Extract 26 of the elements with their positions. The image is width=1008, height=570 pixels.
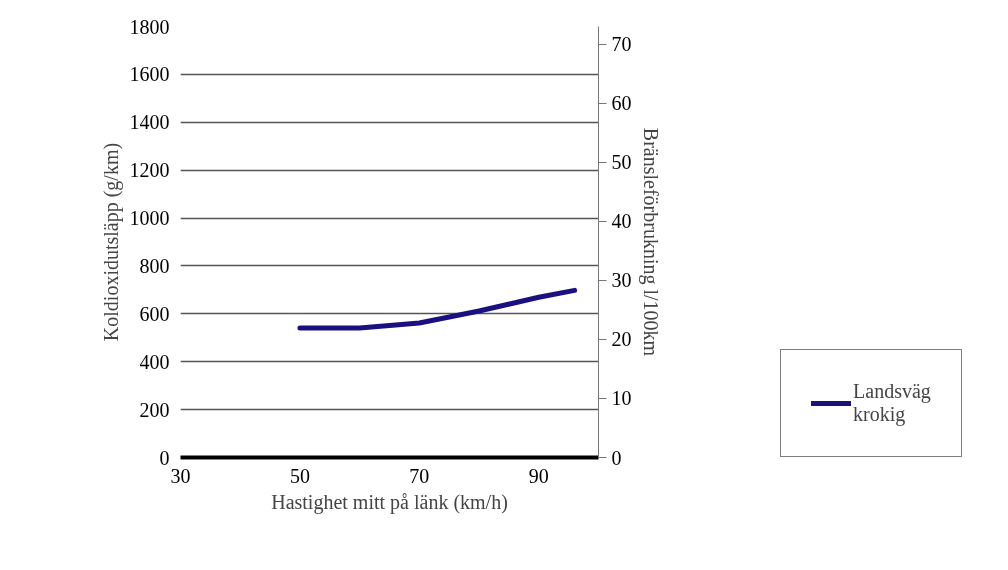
y-tick-label: 800 (139, 254, 170, 277)
y-tick-label: 400 (139, 350, 170, 373)
y-tick-label: 600 (139, 302, 170, 325)
x-tick-label: 90 (528, 464, 549, 487)
y2-tick-label: 40 (611, 210, 632, 233)
y2-axis-title: Bränsleförbrukning l/100km (638, 127, 662, 357)
y2-tick-label: 10 (611, 387, 632, 410)
legend-label: Landsväg krokig (853, 380, 931, 426)
y2-tick-label: 20 (611, 328, 632, 351)
y-axis-title: Koldioxidutsläpp (g/km) (99, 142, 123, 342)
x-tick-label: 30 (170, 464, 191, 487)
y2-tick-label: 50 (611, 151, 632, 174)
y-tick-label: 200 (139, 398, 170, 421)
y2-tick-label: 60 (611, 92, 632, 115)
y-tick-label: 1200 (129, 159, 170, 182)
y-tick-label: 0 (159, 446, 170, 469)
y-tick-label: 1600 (129, 63, 170, 86)
x-tick-label: 50 (289, 464, 310, 487)
y-tick-label: 1000 (129, 207, 170, 230)
y-tick-label: 1800 (129, 15, 170, 38)
x-axis-title: Hastighet mitt på länk (km/h) (271, 490, 508, 514)
y2-tick-label: 30 (611, 269, 632, 292)
y-tick-label: 1400 (129, 111, 170, 134)
y2-tick-label: 70 (611, 33, 632, 56)
y2-tick-label: 0 (611, 446, 622, 469)
x-tick-label: 70 (409, 464, 430, 487)
